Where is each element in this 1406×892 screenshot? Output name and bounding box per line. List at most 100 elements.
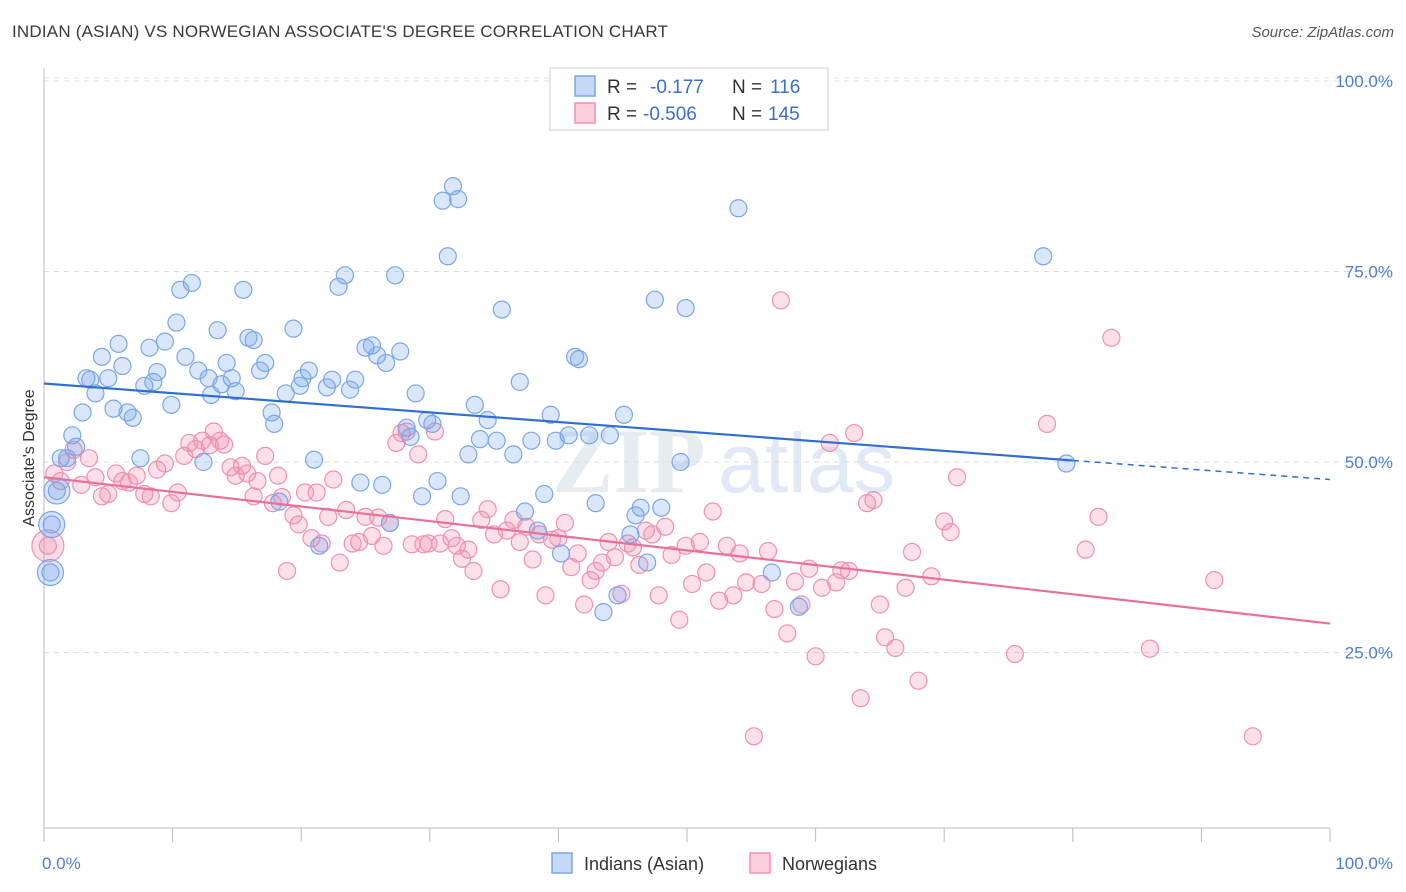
indian-point [244, 330, 263, 350]
indian-point [144, 372, 163, 392]
indian-point [428, 471, 447, 491]
norwegian-point [374, 536, 393, 555]
indian-point [551, 544, 571, 563]
norwegian-point [312, 534, 331, 553]
series-legend: Indians (Asian) Norwegians [551, 852, 877, 874]
indian-point [217, 353, 236, 373]
series-indians-asian [36, 177, 1076, 622]
indian-point [621, 525, 640, 544]
indian-point [762, 563, 781, 582]
indian-point [528, 521, 547, 540]
indian-point [67, 437, 86, 456]
indian-point [373, 475, 392, 494]
norwegian-point [436, 510, 455, 529]
norwegian-point [79, 449, 99, 468]
indian-point [109, 334, 128, 353]
indian-point [265, 414, 284, 433]
indian-point [671, 452, 690, 472]
indian-point [433, 191, 452, 210]
norwegian-point [832, 561, 851, 580]
legend-swatch-norwegians [749, 852, 771, 874]
stats-legend: R = -0.177 N = 116 R = -0.506 N = 145 [549, 67, 829, 131]
norwegian-point [141, 487, 160, 506]
indian-point [226, 382, 245, 401]
indian-point [614, 405, 634, 424]
indian-point [580, 426, 599, 445]
indian-point [189, 361, 208, 380]
trend-lines [43, 382, 1331, 625]
y-tick-label: 100.0% [1335, 72, 1393, 91]
norwegian-point [106, 464, 126, 483]
norwegian-point [343, 534, 362, 553]
indian-point [448, 190, 468, 209]
x-tick-label: 0.0% [42, 854, 81, 873]
indian-point [234, 280, 253, 299]
series-norwegians [31, 291, 1262, 746]
norwegian-point [204, 422, 223, 441]
indian-point [304, 450, 324, 469]
indian-point [51, 449, 70, 468]
norwegian-point [568, 544, 587, 563]
indian-point [459, 445, 478, 464]
indian-point [162, 395, 181, 414]
indian-point [423, 414, 442, 433]
norwegian-point [214, 435, 234, 454]
indian-point [86, 384, 105, 403]
norwegian-point [909, 671, 928, 690]
indian-point [569, 350, 589, 369]
norwegian-point [947, 468, 967, 487]
norwegian-point [536, 586, 555, 605]
indian-point [608, 586, 627, 605]
norwegian-point [737, 573, 756, 592]
norwegian-point [491, 580, 510, 599]
norwegian-point [289, 515, 308, 534]
norwegian-point [886, 638, 905, 658]
norwegian-point [256, 446, 275, 466]
indian-point [504, 445, 523, 464]
norwegian-point [649, 586, 668, 605]
grid-lines [44, 77, 1392, 653]
legend-n-value: 116 [770, 77, 800, 98]
norwegian-point [683, 574, 702, 594]
norwegian-point [302, 529, 321, 548]
indian-point [478, 410, 497, 430]
indian-point [256, 353, 275, 373]
indian-point [346, 370, 365, 389]
indian-point [123, 408, 142, 427]
norwegian-point [806, 647, 825, 666]
indian-point [559, 426, 578, 445]
indian-point [262, 403, 281, 422]
indian-point [522, 431, 541, 450]
norwegian-point [935, 512, 954, 531]
norwegian-point [656, 517, 675, 536]
norwegian-point [452, 549, 472, 568]
norwegian-point [864, 491, 883, 510]
norwegian-point [319, 507, 338, 526]
norwegian-point [1205, 571, 1224, 590]
indian-point [401, 427, 420, 446]
norwegian-point [690, 532, 709, 552]
indian-point [351, 473, 370, 492]
indian-point [73, 403, 92, 422]
indian-point [99, 369, 118, 388]
trend-line-indians-extension [1072, 459, 1331, 481]
norwegian-point [1037, 414, 1057, 433]
norwegian-point [845, 423, 864, 443]
norwegian-point [744, 727, 763, 746]
indian-point [182, 273, 201, 293]
indian-point [586, 494, 605, 513]
indian-point [194, 452, 213, 472]
indian-point [113, 356, 132, 376]
norwegian-point [284, 506, 303, 525]
indian-point [118, 403, 137, 422]
norwegian-point [200, 436, 219, 455]
indian-point [676, 298, 695, 318]
norwegian-point [941, 523, 960, 542]
norwegian-point [277, 561, 297, 581]
norwegian-point [575, 595, 594, 614]
norwegian-point [730, 544, 749, 563]
trend-line-norwegians [43, 476, 1331, 625]
tick-labels: 100.0% 75.0% 50.0% 25.0% 0.0% 100.0% [42, 72, 1393, 873]
legend-r-value: -0.177 [650, 77, 704, 98]
